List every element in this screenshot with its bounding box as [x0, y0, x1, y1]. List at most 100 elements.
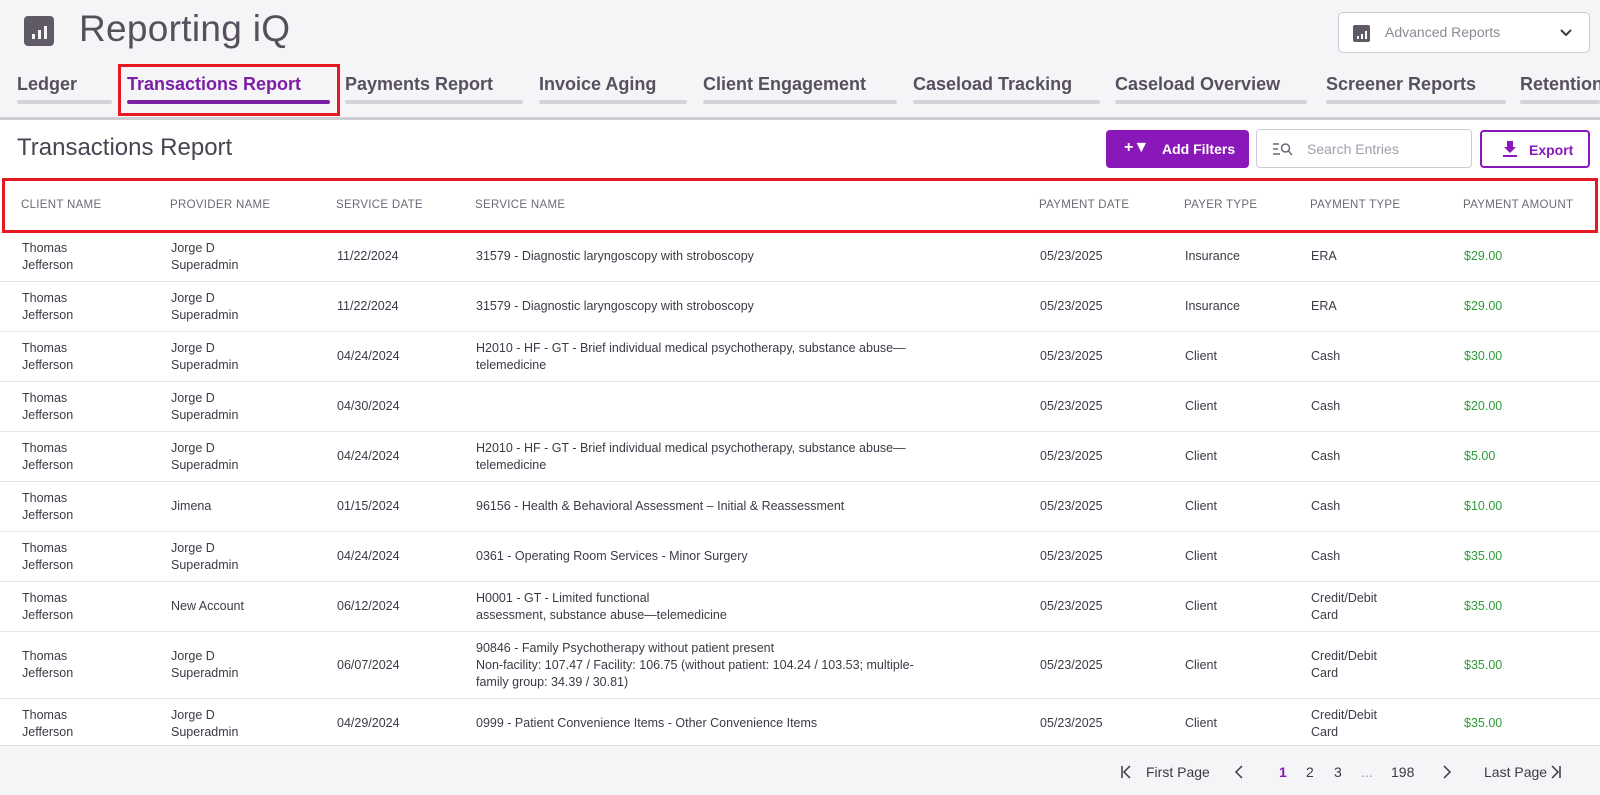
cell-client-name: Thomas Jefferson	[22, 240, 152, 274]
cell-service-date: 06/07/2024	[337, 657, 457, 674]
cell-provider-name: Jorge D Superadmin	[171, 707, 321, 741]
tab-caseload-tracking[interactable]: Caseload Tracking	[913, 66, 1100, 104]
column-header-client-name[interactable]: CLIENT NAME	[21, 199, 102, 211]
cell-payment-type-line: Cash	[1311, 399, 1341, 413]
next-page-icon[interactable]	[1440, 765, 1452, 779]
cell-provider-name-line: Jimena	[171, 499, 212, 513]
report-type-select[interactable]: Advanced Reports	[1338, 12, 1590, 53]
pagination: First Page 1 2 3 ... 198 Last Page	[0, 745, 1600, 795]
table-row[interactable]: Thomas Jefferson Jorge D Superadmin 04/29/20…	[0, 699, 1600, 745]
cell-payment-amount-line: $29.00	[1464, 299, 1503, 313]
search-input[interactable]	[1307, 138, 1457, 160]
tab-label: Caseload Tracking	[913, 74, 1073, 94]
cell-payer-type: Client	[1185, 398, 1295, 415]
cell-provider-name-line: Superadmin	[171, 308, 239, 322]
cell-payment-date-line: 05/23/2025	[1040, 249, 1103, 263]
table-body: Thomas Jefferson Jorge D Superadmin 11/22/20…	[0, 232, 1600, 745]
column-header-service-name[interactable]: SERVICE NAME	[475, 199, 566, 211]
column-header-provider-name[interactable]: PROVIDER NAME	[170, 199, 271, 211]
cell-payer-type: Client	[1185, 548, 1295, 565]
page-button-1[interactable]: 1	[1279, 764, 1287, 780]
table-row[interactable]: Thomas Jefferson Jorge D Superadmin 11/22/20…	[0, 232, 1600, 282]
table-row[interactable]: Thomas Jefferson New Account 06/12/2024 H000…	[0, 582, 1600, 632]
table-row[interactable]: Thomas Jefferson Jorge D Superadmin 04/24/20…	[0, 532, 1600, 582]
column-header-payment-amount[interactable]: PAYMENT AMOUNT	[1463, 199, 1574, 211]
cell-payment-amount: $35.00	[1464, 715, 1584, 732]
page-button-2[interactable]: 2	[1306, 764, 1314, 780]
tab-screener-reports[interactable]: Screener Reports	[1326, 66, 1506, 104]
cell-payment-type-line: Cash	[1311, 499, 1341, 513]
export-label: Export	[1529, 142, 1574, 158]
cell-service-name-line: H2010 - HF - GT - Brief individual medic…	[476, 341, 906, 355]
cell-payer-type-line: Insurance	[1185, 299, 1240, 313]
cell-client-name-line: Thomas	[22, 391, 68, 405]
first-page-icon[interactable]	[1120, 765, 1134, 779]
cell-service-date-line: 06/07/2024	[337, 658, 400, 672]
cell-payment-date: 05/23/2025	[1040, 657, 1160, 674]
add-filters-button[interactable]: +▼ Add Filters	[1106, 130, 1249, 168]
cell-provider-name: Jorge D Superadmin	[171, 648, 321, 682]
tab-client-engagement[interactable]: Client Engagement	[703, 66, 897, 104]
search-box[interactable]	[1256, 129, 1472, 168]
cell-service-date: 04/24/2024	[337, 448, 457, 465]
cell-payment-date: 05/23/2025	[1040, 498, 1160, 515]
cell-payment-amount: $35.00	[1464, 598, 1584, 615]
first-page-button[interactable]: First Page	[1146, 764, 1210, 780]
cell-payment-amount-line: $20.00	[1464, 399, 1503, 413]
tab-underline	[539, 100, 687, 104]
cell-payment-date-line: 05/23/2025	[1040, 716, 1103, 730]
table-row[interactable]: Thomas Jefferson Jorge D Superadmin 04/30/20…	[0, 382, 1600, 432]
cell-payment-date-line: 05/23/2025	[1040, 349, 1103, 363]
table-row[interactable]: Thomas Jefferson Jorge D Superadmin 11/22/20…	[0, 282, 1600, 332]
column-header-payer-type[interactable]: PAYER TYPE	[1184, 199, 1258, 211]
tab-label: Payments Report	[345, 74, 494, 94]
cell-payment-type: Cash	[1311, 348, 1441, 365]
tab-ledger[interactable]: Ledger	[17, 66, 112, 104]
tab-transactions-report[interactable]: Transactions Report	[127, 66, 330, 104]
cell-payment-type: Cash	[1311, 548, 1441, 565]
cell-payer-type: Client	[1185, 348, 1295, 365]
export-button[interactable]: Export	[1480, 130, 1590, 168]
tab-caseload-overview[interactable]: Caseload Overview	[1115, 66, 1307, 104]
table-row[interactable]: Thomas Jefferson Jorge D Superadmin 04/24/20…	[0, 432, 1600, 482]
column-header-payment-type[interactable]: PAYMENT TYPE	[1310, 199, 1401, 211]
page-button-198[interactable]: 198	[1391, 764, 1415, 780]
filter-icon: +▼	[1124, 139, 1150, 156]
previous-page-icon[interactable]	[1234, 765, 1246, 779]
cell-provider-name: Jimena	[171, 498, 321, 515]
cell-client-name-line: Jefferson	[22, 258, 74, 272]
cell-provider-name: Jorge D Superadmin	[171, 290, 321, 324]
cell-payment-amount-line: $35.00	[1464, 658, 1503, 672]
cell-provider-name-line: New Account	[171, 599, 244, 613]
cell-service-name: H2010 - HF - GT - Brief individual medic…	[476, 440, 1016, 474]
table-row[interactable]: Thomas Jefferson Jorge D Superadmin 04/24/20…	[0, 332, 1600, 382]
cell-payer-type: Insurance	[1185, 298, 1295, 315]
table-row[interactable]: Thomas Jefferson Jimena 01/15/2024 96156 - H…	[0, 482, 1600, 532]
cell-service-name-line: family group: 34.39 / 30.81)	[476, 675, 629, 689]
column-header-service-date[interactable]: SERVICE DATE	[336, 199, 423, 211]
column-header-payment-date[interactable]: PAYMENT DATE	[1039, 199, 1130, 211]
cell-payer-type-line: Client	[1185, 449, 1217, 463]
table-row[interactable]: Thomas Jefferson Jorge D Superadmin 06/07/20…	[0, 632, 1600, 699]
cell-payment-type-line: ERA	[1311, 299, 1337, 313]
last-page-icon[interactable]	[1548, 765, 1562, 779]
page-button-3[interactable]: 3	[1334, 764, 1342, 780]
cell-client-name-line: Thomas	[22, 591, 68, 605]
cell-client-name-line: Jefferson	[22, 725, 74, 739]
tab-retention[interactable]: Retention	[1520, 66, 1600, 104]
cell-client-name: Thomas Jefferson	[22, 440, 152, 474]
tab-underline	[127, 100, 330, 104]
cell-provider-name-line: Jorge D	[171, 441, 215, 455]
last-page-button[interactable]: Last Page	[1484, 764, 1548, 780]
tab-payments-report[interactable]: Payments Report	[345, 66, 523, 104]
cell-payment-type-line: Cash	[1311, 449, 1341, 463]
cell-client-name-line: Thomas	[22, 541, 68, 555]
cell-service-name: H0001 - GT - Limited functional assessmen…	[476, 590, 1016, 624]
cell-payment-amount: $35.00	[1464, 548, 1584, 565]
tab-invoice-aging[interactable]: Invoice Aging	[539, 66, 687, 104]
cell-service-date-line: 04/24/2024	[337, 549, 400, 563]
cell-payment-type: Credit/Debit Card	[1311, 707, 1441, 741]
cell-provider-name-line: Superadmin	[171, 258, 239, 272]
tab-label: Client Engagement	[703, 74, 867, 94]
cell-client-name: Thomas Jefferson	[22, 590, 152, 624]
